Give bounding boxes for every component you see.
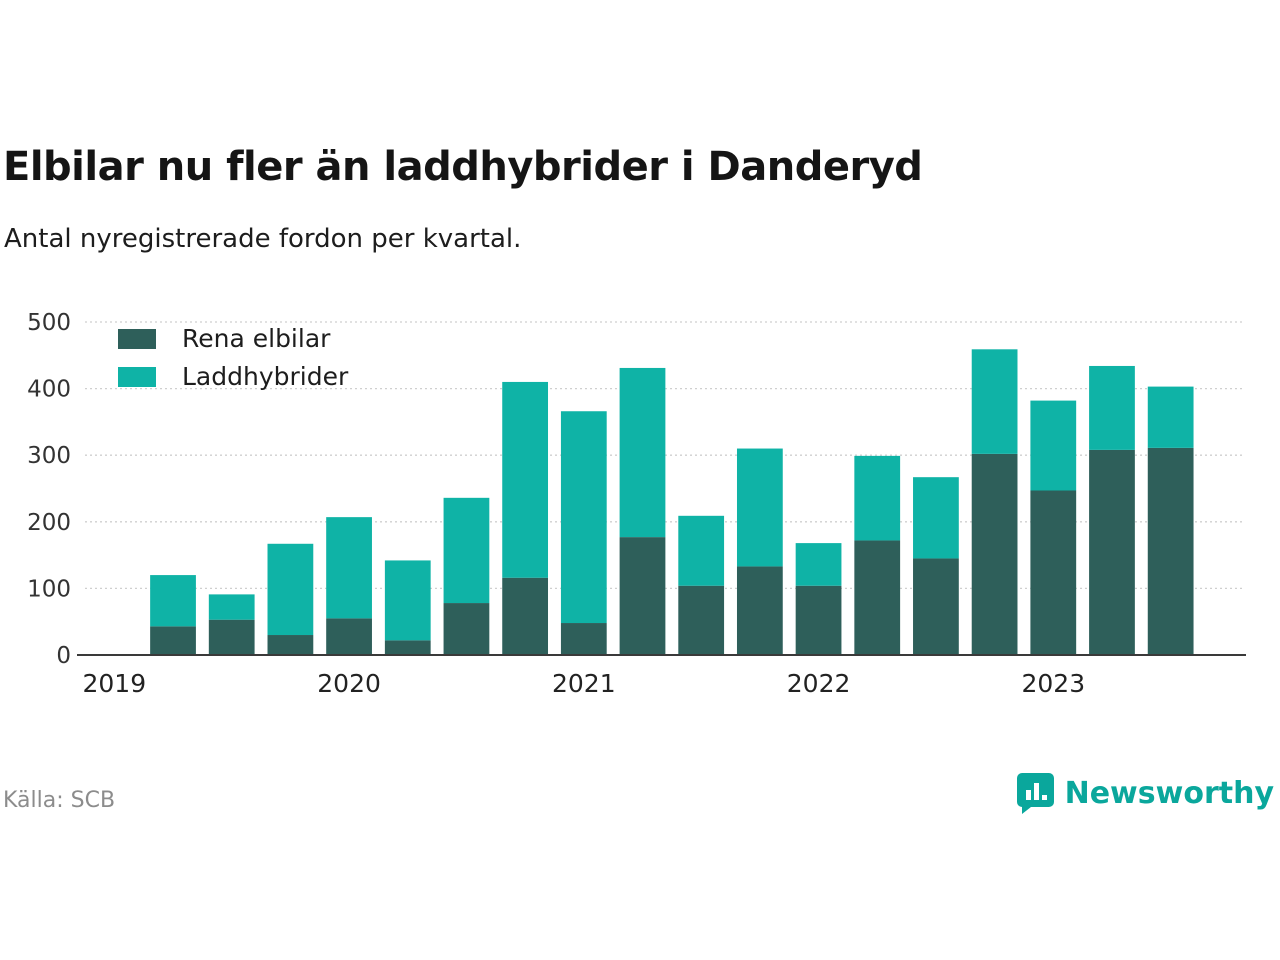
bar-segment-laddhybrider: [619, 367, 666, 538]
bar-segment-laddhybrider: [267, 543, 314, 636]
y-tick-label: 200: [27, 510, 71, 536]
bar-segment-laddhybrider: [150, 575, 196, 627]
bar-segment-laddhybrider: [854, 455, 901, 541]
bar-segment-laddhybrider: [913, 477, 959, 559]
bar-segment-laddhybrider: [1147, 386, 1194, 448]
newsworthy-icon: [1016, 773, 1054, 814]
y-tick-label: 400: [27, 377, 71, 403]
legend-item-rena-elbilar: Rena elbilar: [118, 324, 348, 353]
source-note: Källa: SCB: [3, 788, 116, 813]
bar-segment-laddhybrider: [1030, 400, 1077, 491]
x-tick-label: 2020: [317, 669, 381, 698]
bar-segment-rena-elbilar: [208, 619, 255, 655]
bar-segment-laddhybrider: [560, 411, 607, 624]
legend-label-laddhybrider: Laddhybrider: [182, 362, 349, 391]
x-tick-label: 2023: [1021, 669, 1085, 698]
bar-segment-rena-elbilar: [678, 585, 725, 655]
bar-segment-rena-elbilar: [795, 585, 842, 655]
newsworthy-logo: Newsworthy: [1015, 772, 1274, 814]
bar-segment-laddhybrider: [1089, 365, 1135, 450]
legend-item-laddhybrider: Laddhybrider: [118, 362, 348, 391]
legend-swatch-laddhybrider: [118, 366, 156, 387]
bar-segment-laddhybrider: [443, 497, 490, 604]
bar-segment-rena-elbilar: [326, 618, 372, 655]
chart-legend: Rena elbilar Laddhybrider: [118, 324, 348, 391]
bar-segment-laddhybrider: [384, 560, 431, 641]
bar-segment-laddhybrider: [502, 381, 549, 578]
legend-swatch-rena-elbilar: [118, 328, 156, 349]
stacked-bar-chart: 0 100 200 300 400 500 2019 2020 2021 2022 2023: [27, 310, 1246, 698]
x-tick-label: 2022: [787, 669, 851, 698]
bar-segment-laddhybrider: [208, 594, 255, 620]
bar-segment-rena-elbilar: [502, 577, 549, 655]
bar-segment-rena-elbilar: [1089, 449, 1135, 655]
bar-segment-laddhybrider: [971, 349, 1018, 454]
x-tick-label: 2021: [552, 669, 616, 698]
legend-label-rena-elbilar: Rena elbilar: [182, 324, 331, 353]
bar-segment-rena-elbilar: [267, 635, 314, 655]
y-tick-label: 500: [27, 310, 71, 336]
y-tick-label: 100: [27, 576, 71, 602]
bar-segment-rena-elbilar: [913, 558, 959, 655]
brand-name: Newsworthy: [1064, 775, 1274, 811]
x-tick-label: 2019: [82, 669, 146, 698]
bar-segment-laddhybrider: [326, 517, 372, 619]
bar-segment-rena-elbilar: [384, 640, 431, 655]
bar-segment-rena-elbilar: [443, 603, 490, 655]
chart-subtitle: Antal nyregistrerade fordon per kvartal.: [4, 224, 522, 254]
bar-segment-rena-elbilar: [560, 623, 607, 655]
bar-segment-laddhybrider: [795, 543, 842, 586]
bar-segment-rena-elbilar: [971, 453, 1018, 655]
bar-segment-rena-elbilar: [736, 566, 783, 655]
bar-segment-rena-elbilar: [619, 537, 666, 655]
bar-segment-rena-elbilar: [854, 540, 901, 655]
bar-segment-rena-elbilar: [150, 626, 196, 655]
y-tick-label: 0: [56, 643, 71, 669]
bar-segment-laddhybrider: [736, 448, 783, 567]
bar-segment-rena-elbilar: [1030, 490, 1077, 655]
y-tick-label: 300: [27, 443, 71, 469]
bar-segment-rena-elbilar: [1147, 447, 1194, 655]
bar-segment-laddhybrider: [678, 515, 725, 586]
chart-title: Elbilar nu fler än laddhybrider i Dander…: [3, 144, 923, 190]
